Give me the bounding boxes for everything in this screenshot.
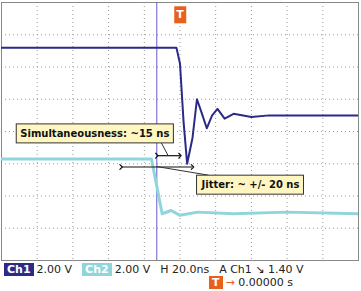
html-text:Ch1: Ch1: [7, 263, 31, 276]
html-text:2.00 V: 2.00 V: [114, 263, 151, 276]
html-text:H 20.0ns: H 20.0ns: [160, 263, 210, 276]
html-text:→ 0.00000 s: → 0.00000 s: [225, 276, 293, 289]
html-text:T: T: [212, 276, 220, 289]
svg-text:Simultaneousness: ~15 ns: Simultaneousness: ~15 ns: [20, 128, 169, 139]
svg-text:Jitter: ~ +/- 20 ns: Jitter: ~ +/- 20 ns: [201, 179, 300, 190]
html-text:Ch2: Ch2: [85, 263, 109, 276]
html-text:A Ch1 ↘ 1.40 V: A Ch1 ↘ 1.40 V: [219, 263, 304, 276]
svg-text:T: T: [176, 8, 184, 21]
html-text:2.00 V: 2.00 V: [36, 263, 73, 276]
